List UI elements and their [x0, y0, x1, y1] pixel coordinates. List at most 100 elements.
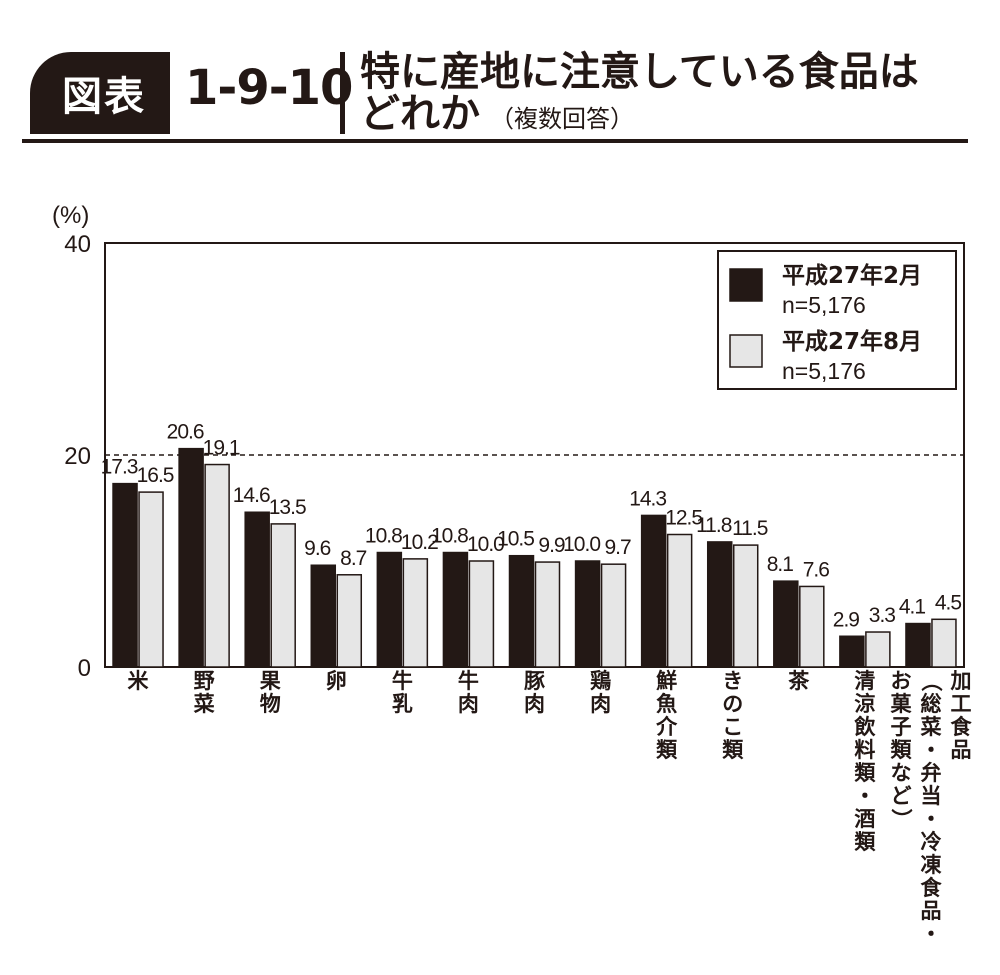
legend-swatch-0: [729, 268, 763, 302]
bar-aug-0: [138, 491, 164, 668]
category-label-char: お: [890, 669, 911, 693]
legend-swatch-1: [729, 334, 763, 368]
category-label-char: 介: [655, 715, 678, 739]
data-label-aug-2: 13.5: [269, 496, 306, 519]
data-label-aug-0: 16.5: [137, 464, 174, 487]
data-label-aug-5: 10.0: [467, 533, 504, 556]
category-label-char: き: [722, 669, 743, 693]
category-label-char: 牛: [392, 669, 413, 693]
bar-feb-10: [773, 580, 799, 668]
bar-feb-7: [574, 560, 601, 668]
category-label-char: 肉: [590, 692, 611, 716]
bar-aug-3: [336, 574, 363, 668]
bar-feb-3: [310, 564, 337, 668]
bar-aug-1: [204, 463, 230, 668]
data-label-feb-4: 10.8: [365, 525, 402, 548]
bar-aug-12: [931, 618, 957, 668]
data-label-feb-12: 4.1: [899, 596, 926, 619]
category-label-char: 品: [950, 738, 971, 762]
bar-feb-0: [112, 482, 138, 668]
page-title-line2: どれか: [360, 91, 480, 137]
data-label-aug-10: 7.6: [803, 558, 830, 581]
category-label-char: 菜: [919, 715, 941, 739]
data-label-feb-5: 10.8: [431, 525, 468, 548]
category-label-char: 果: [260, 669, 281, 693]
category-label-char: 類: [889, 738, 912, 762]
category-label-char: 肉: [524, 692, 545, 716]
title-divider: [340, 52, 345, 134]
y-axis-unit: (%): [52, 202, 89, 229]
category-label-char: 米: [128, 669, 150, 693]
bar-aug-2: [270, 523, 296, 668]
category-label-char: ど: [890, 784, 911, 808]
category-label-char: 卵: [326, 669, 347, 693]
data-label-aug-3: 8.7: [340, 547, 367, 570]
legend-sample-0: n=5,176: [782, 292, 866, 318]
y-tick-label: 40: [64, 231, 91, 258]
bar-feb-8: [640, 514, 667, 668]
bar-aug-9: [732, 544, 759, 668]
y-tick-label: 20: [64, 443, 91, 470]
page-title-continued: どれか （複数回答）: [360, 92, 634, 141]
data-label-feb-11: 2.9: [833, 608, 860, 631]
legend-series-name-0: 平成27年2月: [782, 262, 922, 289]
figure-tab: 図表: [30, 52, 170, 134]
bar-feb-9: [706, 541, 733, 668]
legend-sample-1: n=5,176: [782, 358, 866, 384]
bar-feb-11: [839, 635, 865, 668]
data-label-feb-3: 9.6: [304, 537, 331, 560]
data-label-feb-6: 10.5: [497, 528, 534, 551]
bar-aug-10: [799, 585, 825, 668]
data-label-aug-8: 12.5: [665, 507, 702, 530]
category-label-char: 鶏: [590, 669, 611, 693]
data-label-aug-12: 4.5: [935, 591, 962, 614]
data-label-aug-7: 9.7: [604, 536, 631, 559]
data-label-feb-7: 10.0: [563, 533, 600, 556]
category-label-char: 食: [920, 876, 942, 900]
category-label-char: 類: [721, 738, 744, 762]
category-label-char: 工: [950, 692, 971, 716]
bar-aug-11: [865, 631, 891, 668]
bar-feb-6: [508, 554, 535, 668]
category-label-char: 乳: [392, 692, 413, 716]
category-label-char: 総: [920, 692, 941, 716]
category-label-char: 鮮: [656, 669, 677, 693]
data-label-feb-2: 14.6: [233, 484, 270, 507]
title-note: （複数回答）: [490, 105, 634, 133]
category-label-char: 凍: [920, 853, 941, 877]
page-title: 特に産地に注意している食品は: [360, 49, 919, 95]
category-label-char: ・: [920, 807, 941, 831]
category-label-char: 清: [854, 669, 875, 693]
bar-aug-5: [468, 560, 495, 668]
category-label-char: 料: [854, 738, 875, 762]
data-label-feb-8: 14.3: [629, 487, 666, 510]
category-label-char: 類: [853, 761, 876, 785]
figure-label: 図表: [62, 74, 146, 120]
data-label-aug-4: 10.2: [401, 531, 438, 554]
category-label-char: 子: [890, 715, 911, 739]
category-label-char: 菜: [193, 692, 215, 716]
category-label-char: 加: [949, 669, 971, 693]
data-label-feb-9: 11.8: [696, 514, 732, 537]
category-label-char: 豚: [524, 669, 545, 693]
category-label-char: 類: [853, 830, 876, 854]
category-label-char: こ: [722, 715, 743, 739]
category-label-char: 弁: [920, 761, 941, 785]
data-label-aug-11: 3.3: [869, 604, 896, 627]
bar-feb-2: [244, 511, 270, 668]
category-label-char: ・: [854, 784, 875, 808]
data-label-aug-1: 19.1: [203, 437, 240, 460]
category-label-char: 食: [950, 715, 972, 739]
bar-feb-5: [442, 551, 469, 668]
category-label-char: 類: [655, 738, 678, 762]
category-label-char: ・: [920, 738, 941, 762]
bar-aug-6: [534, 561, 561, 668]
bar-feb-1: [178, 447, 204, 668]
category-label-char: 肉: [458, 692, 479, 716]
category-label-char: 冷: [920, 830, 941, 854]
category-label-char: 物: [260, 692, 281, 716]
category-label-char: ）: [889, 809, 913, 830]
header-rule: [22, 139, 968, 143]
category-label-char: （: [919, 671, 943, 692]
